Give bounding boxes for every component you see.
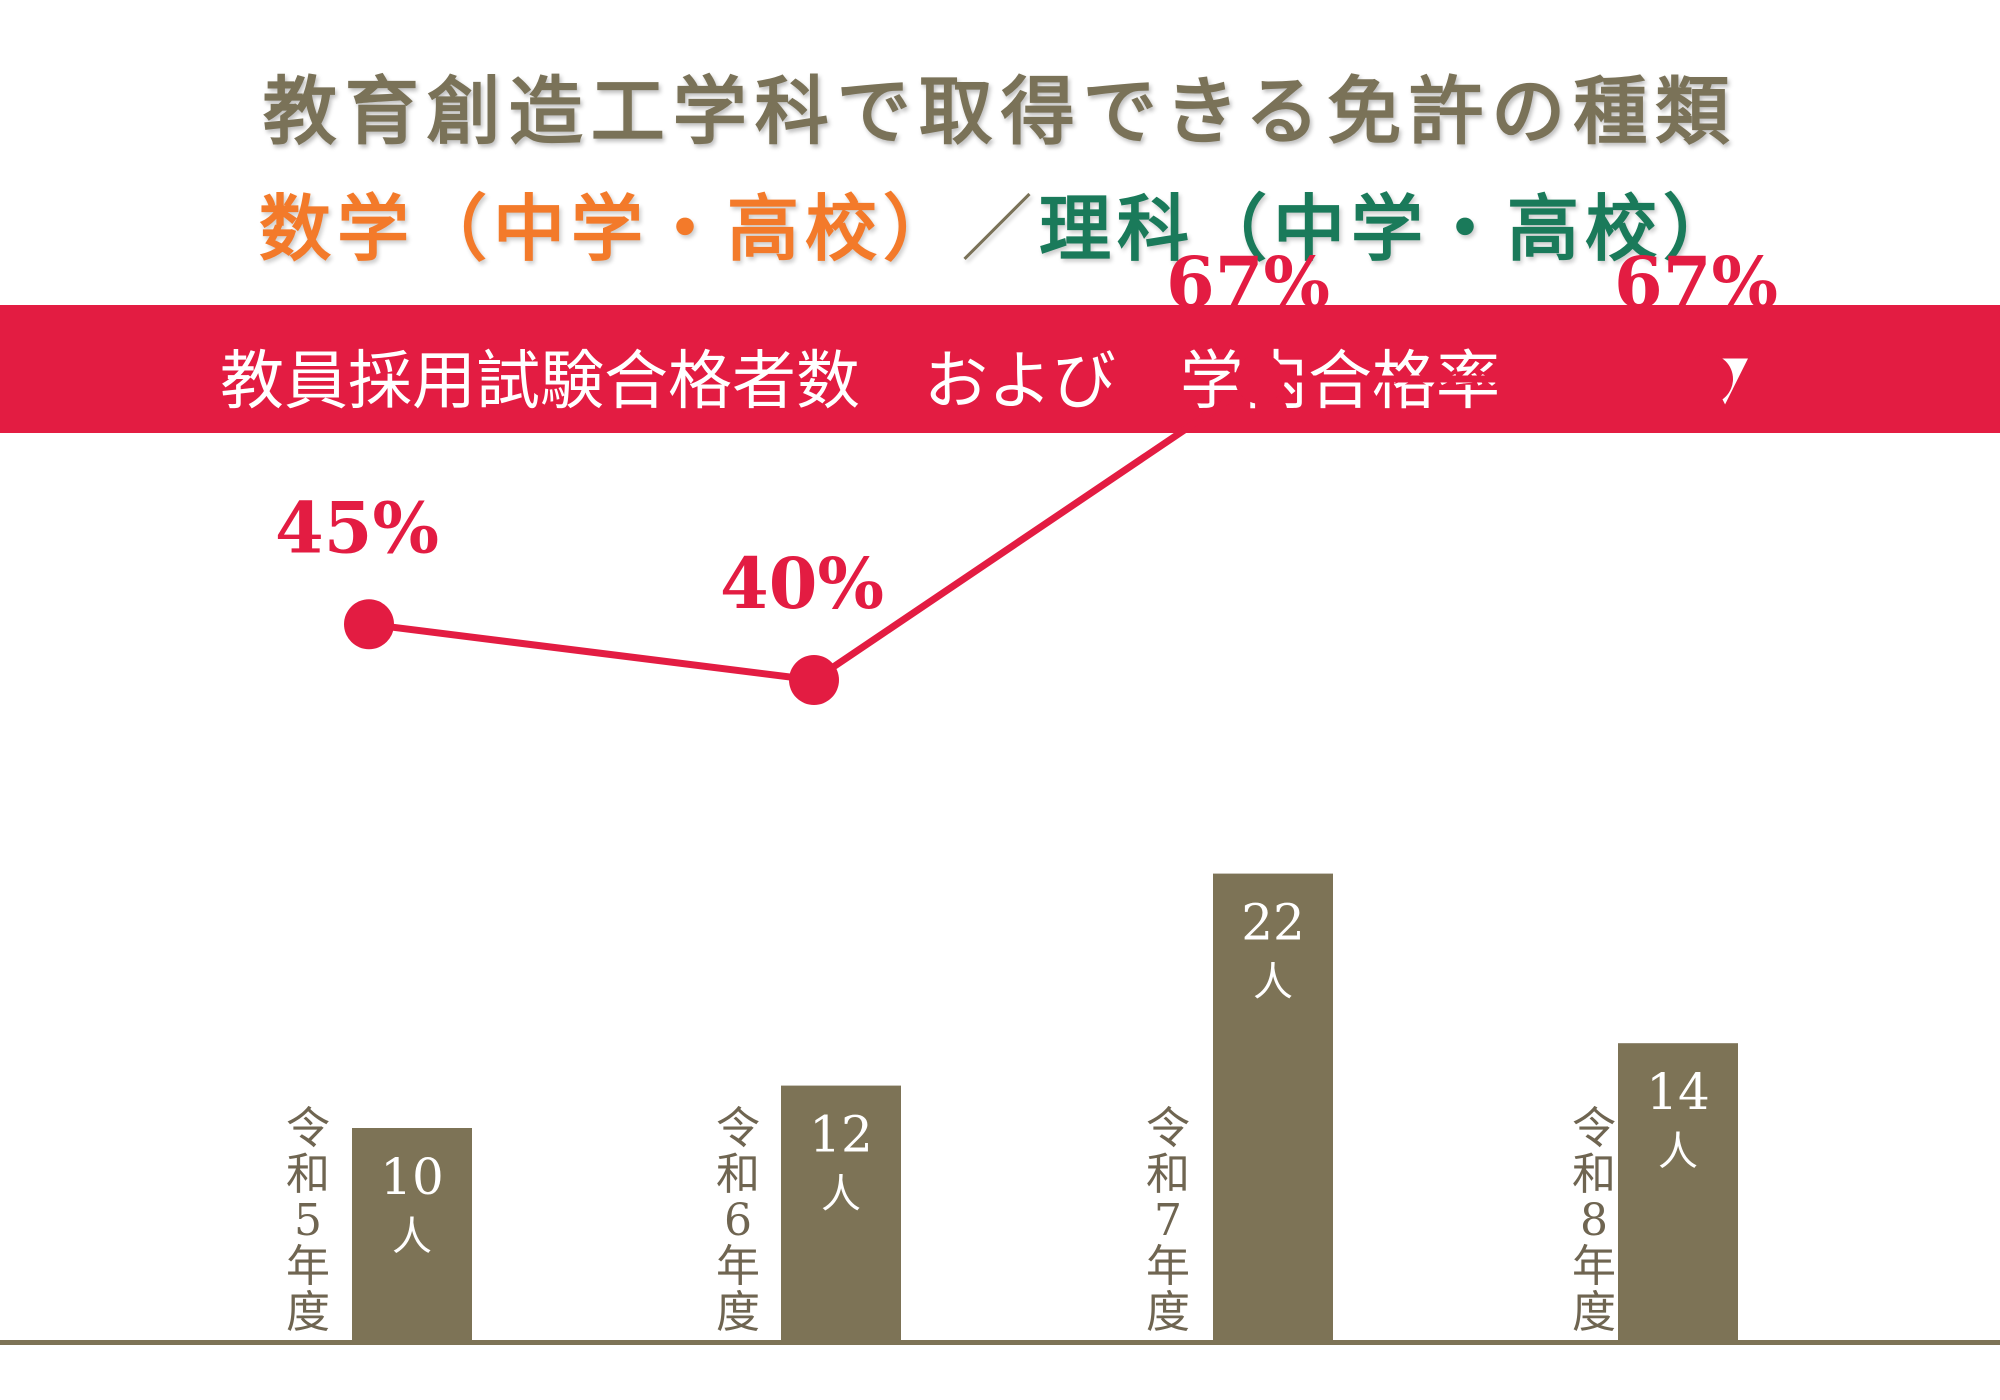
bar-value-label-2: 12 bbox=[809, 1106, 873, 1164]
rate-point-4 bbox=[1683, 353, 1733, 404]
page-subtitle: 数学（中学・高校）／理科（中学・高校） bbox=[0, 170, 2000, 275]
baseline bbox=[0, 1340, 2000, 1345]
rate-label-1: 45% bbox=[275, 486, 439, 569]
bar-1 bbox=[352, 1128, 472, 1340]
bar-value-label-4: 14 bbox=[1646, 1063, 1710, 1121]
bar-4 bbox=[1618, 1043, 1738, 1340]
bar-unit-label-1: 人 bbox=[392, 1214, 432, 1260]
rate-label-3: 67% bbox=[1166, 241, 1330, 324]
bar-unit-label-4: 人 bbox=[1658, 1129, 1698, 1175]
banner bbox=[0, 305, 2000, 433]
banner-title: 教員採用試験合格者数 および 学内合格率 bbox=[220, 345, 1500, 419]
subtitle-math: 数学（中学・高校） bbox=[258, 186, 961, 271]
subtitle-science: 理科（中学・高校） bbox=[1039, 186, 1742, 271]
rate-line bbox=[368, 375, 1708, 684]
subtitle-separator: ／ bbox=[960, 187, 1039, 271]
bar-value-label-3: 22 bbox=[1241, 894, 1305, 952]
bars-group: 10 人 12 人 22 人 14 人 bbox=[352, 873, 1738, 1340]
bar-2 bbox=[781, 1085, 901, 1340]
bar-3 bbox=[1213, 873, 1333, 1340]
rate-label-2: 40% bbox=[720, 542, 884, 625]
rate-label-4: 67% bbox=[1614, 241, 1778, 324]
bar-value-label-1: 10 bbox=[380, 1148, 444, 1206]
page-title: 教育創造工学科で取得できる免許の種類 bbox=[262, 69, 1738, 155]
line-series-group: 45% 40% 67% 67% bbox=[275, 241, 1778, 705]
bar-unit-label-3: 人 bbox=[1253, 960, 1293, 1006]
rate-point-1 bbox=[344, 599, 394, 650]
rate-point-3 bbox=[1235, 353, 1285, 404]
rate-point-2 bbox=[789, 655, 839, 705]
bar-unit-label-2: 人 bbox=[821, 1172, 861, 1218]
